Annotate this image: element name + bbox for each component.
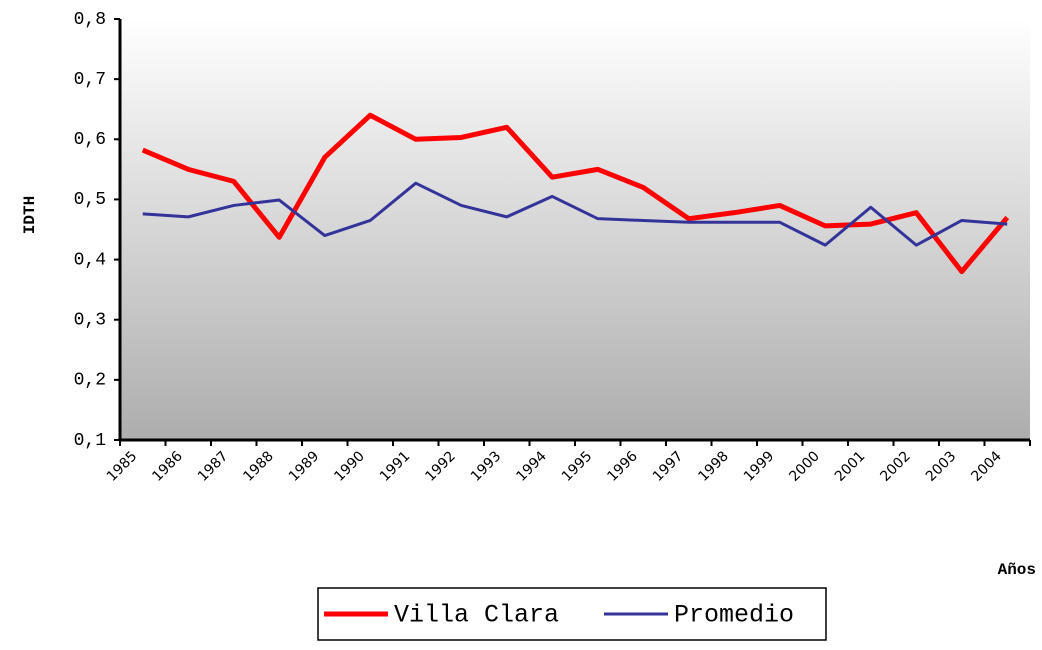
x-tick-label: 1987 (195, 448, 232, 485)
x-tick-label: 1996 (604, 448, 641, 485)
legend-label: Promedio (674, 601, 794, 630)
x-tick-label: 1988 (240, 448, 277, 485)
x-tick-label: 1995 (559, 448, 596, 485)
x-tick-label: 1994 (513, 448, 550, 485)
x-tick-label: 2001 (832, 448, 869, 485)
x-tick-label: 1991 (377, 448, 414, 485)
x-tick-label: 1989 (286, 448, 323, 485)
x-tick-label: 1997 (650, 448, 687, 485)
y-tick-label: 0,8 (74, 10, 106, 30)
series-line (141, 112, 1010, 275)
x-axis-label: Años (998, 561, 1036, 579)
y-tick-label: 0,1 (74, 431, 106, 451)
y-tick-label: 0,7 (74, 70, 106, 90)
y-tick-label: 0,2 (74, 371, 106, 391)
x-tick-label: 1992 (422, 448, 459, 485)
legend (317, 587, 827, 641)
y-tick-label: 0,5 (74, 190, 106, 210)
legend-label: Villa Clara (394, 601, 559, 630)
x-tick-label: 1998 (695, 448, 732, 485)
y-tick-label: 0,4 (74, 250, 106, 270)
plot-background (120, 19, 1030, 440)
x-tick-label: 2004 (968, 448, 1005, 485)
x-tick-label: 2002 (877, 448, 914, 485)
x-tick-label: 2000 (786, 448, 823, 485)
x-tick-label: 1999 (741, 448, 778, 485)
y-axis-label: IDTH (21, 196, 39, 234)
x-tick-label: 1985 (104, 448, 141, 485)
x-tick-label: 1986 (149, 448, 186, 485)
x-tick-label: 2003 (923, 448, 960, 485)
y-tick-label: 0,3 (74, 310, 106, 330)
y-tick-label: 0,6 (74, 130, 106, 150)
series-line (142, 181, 1008, 247)
x-tick-label: 1990 (331, 448, 368, 485)
x-tick-label: 1993 (468, 448, 505, 485)
